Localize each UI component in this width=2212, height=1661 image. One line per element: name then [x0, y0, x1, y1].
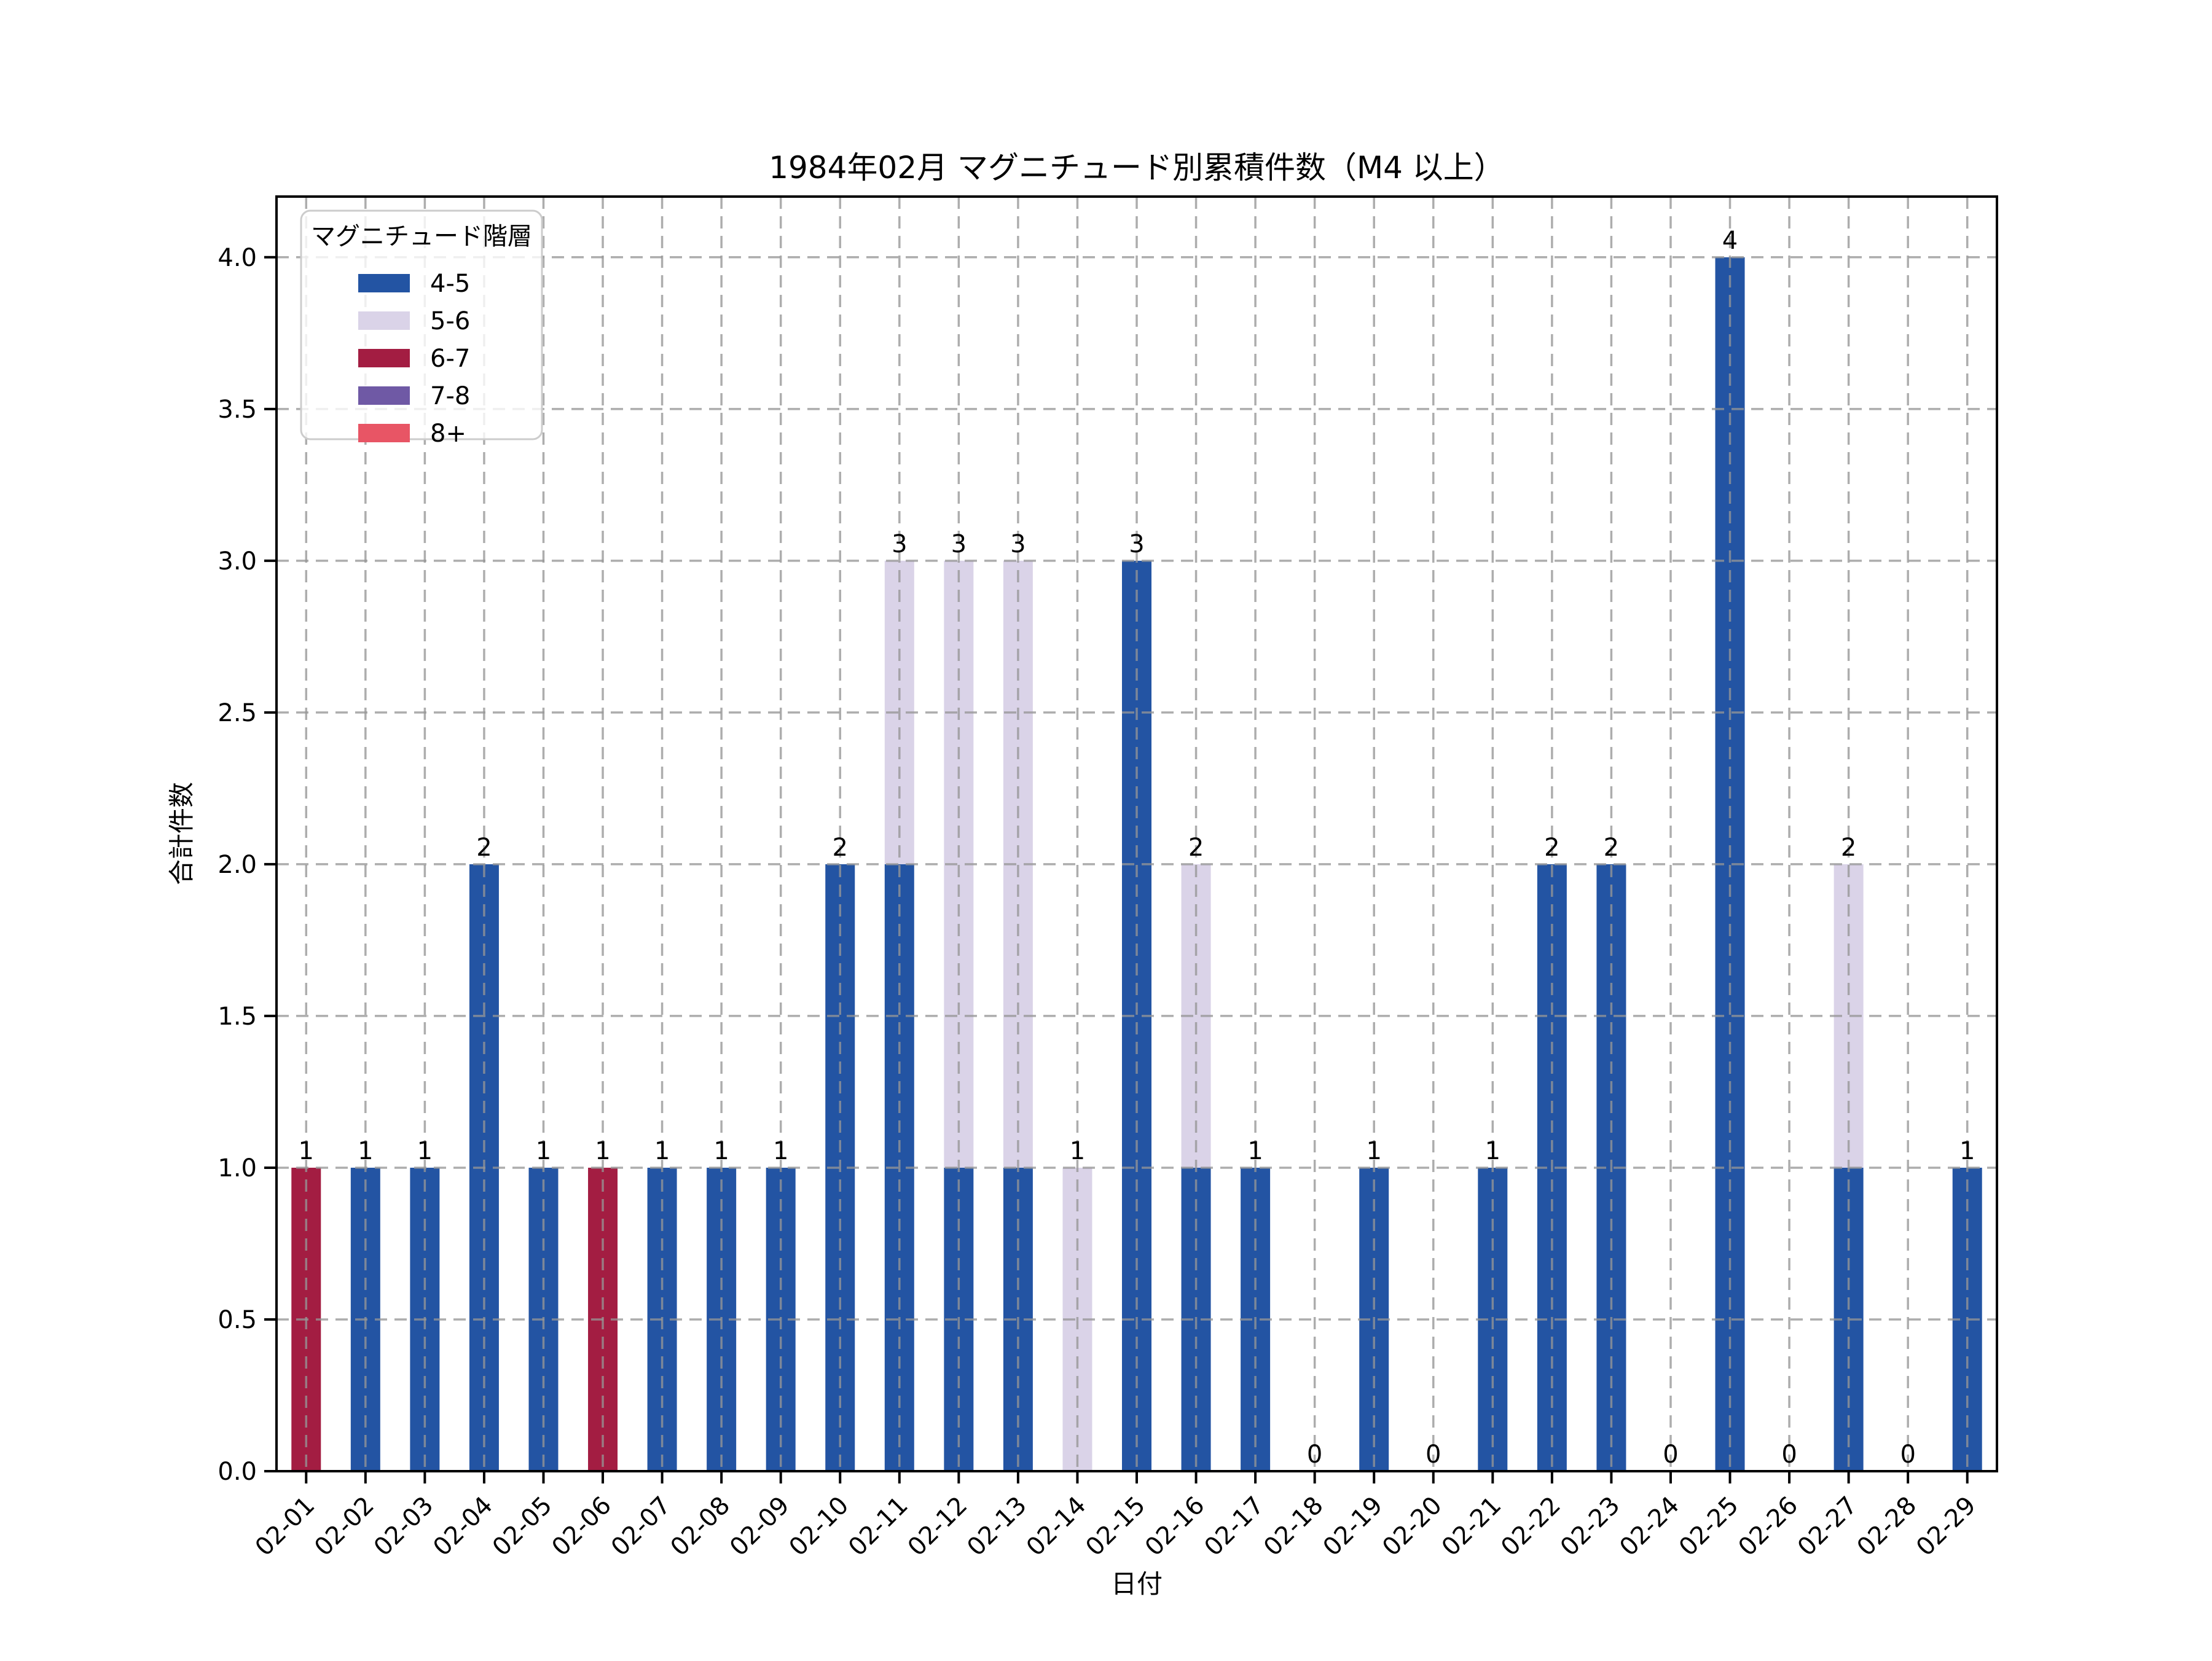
legend-title: マグニチュード階層: [311, 222, 532, 251]
x-tick-label-02-04: 02-04: [428, 1491, 498, 1562]
legend-frame: [300, 209, 543, 440]
bar-value-label-02-07: 1: [654, 1137, 670, 1165]
bar-value-label-02-23: 2: [1604, 834, 1619, 862]
y-tick-label-1.0: 1.0: [218, 1154, 257, 1182]
x-axis-label: 日付: [1111, 1569, 1163, 1599]
bar-value-label-02-24: 0: [1663, 1440, 1678, 1469]
x-tick-label-02-25: 02-25: [1674, 1491, 1744, 1562]
x-tick-label-02-19: 02-19: [1318, 1491, 1389, 1562]
x-tick-label-02-12: 02-12: [903, 1491, 973, 1562]
bar-value-label-02-05: 1: [536, 1137, 551, 1165]
x-tick-label-02-28: 02-28: [1852, 1491, 1923, 1562]
bar-value-label-02-29: 1: [1959, 1137, 1975, 1165]
bar-value-label-02-18: 0: [1307, 1440, 1322, 1469]
x-tick-label-02-09: 02-09: [724, 1491, 795, 1562]
bar-value-label-02-15: 3: [1129, 530, 1144, 558]
y-tick-label-0.0: 0.0: [218, 1458, 257, 1486]
chart-title: 1984年02月 マグニチュード別累積件数（M4 以上）: [769, 150, 1505, 186]
bar-value-label-02-17: 1: [1247, 1137, 1263, 1165]
y-tick-label-1.5: 1.5: [218, 1002, 257, 1031]
x-tick-label-02-08: 02-08: [665, 1491, 735, 1562]
x-tick-label-02-26: 02-26: [1733, 1491, 1803, 1562]
y-tick-label-2.5: 2.5: [218, 699, 257, 727]
bar-value-label-02-06: 1: [595, 1137, 610, 1165]
x-tick-label-02-01: 02-01: [250, 1491, 321, 1562]
bar-value-label-02-01: 1: [299, 1137, 314, 1165]
legend-swatch-7-8: [358, 386, 410, 405]
x-tick-label-02-18: 02-18: [1258, 1491, 1329, 1562]
bar-value-label-02-12: 3: [951, 530, 967, 558]
gridlines: [276, 197, 1997, 1471]
bar-value-label-02-19: 1: [1366, 1137, 1381, 1165]
x-tick-label-02-16: 02-16: [1140, 1491, 1210, 1562]
bar-value-label-02-20: 0: [1426, 1440, 1441, 1469]
y-tick-label-0.5: 0.5: [218, 1306, 257, 1334]
x-tick-label-02-27: 02-27: [1792, 1491, 1863, 1562]
bar-value-label-02-10: 2: [833, 834, 848, 862]
x-tick-label-02-17: 02-17: [1199, 1491, 1269, 1562]
x-tick-label-02-22: 02-22: [1496, 1491, 1566, 1562]
bar-value-label-02-16: 2: [1188, 834, 1204, 862]
bar-value-label-02-04: 2: [476, 834, 492, 862]
x-tick-label-02-20: 02-20: [1377, 1491, 1448, 1562]
bar-value-label-02-28: 0: [1900, 1440, 1915, 1469]
y-tick-label-3.0: 3.0: [218, 547, 257, 576]
x-tick-label-02-21: 02-21: [1437, 1491, 1507, 1562]
x-tick-label-02-07: 02-07: [606, 1491, 677, 1562]
bar-value-label-02-26: 0: [1781, 1440, 1797, 1469]
bar-value-label-02-27: 2: [1841, 834, 1856, 862]
x-tick-label-02-11: 02-11: [843, 1491, 914, 1562]
legend-swatch-5-6: [358, 311, 410, 330]
bar-value-label-02-02: 1: [358, 1137, 373, 1165]
bar-value-label-02-22: 2: [1544, 834, 1559, 862]
y-tick-label-3.5: 3.5: [218, 396, 257, 424]
bar-value-label-02-11: 3: [892, 530, 907, 558]
bar-value-labels: 1 1 1 2 1 1 1 1 1 2 3 3 3 1 3 2 1 0 1 0 1 2 2 0 4 0 2 0 1: [299, 227, 1975, 1469]
x-tick-label-02-29: 02-29: [1911, 1491, 1982, 1562]
x-tick-label-02-10: 02-10: [784, 1491, 855, 1562]
bar-value-label-02-09: 1: [773, 1137, 788, 1165]
y-axis-label: 合計件数: [167, 782, 197, 885]
x-tick-label-02-23: 02-23: [1555, 1491, 1626, 1562]
legend-label-5-6: 5-6: [430, 307, 470, 335]
bar-value-label-02-03: 1: [417, 1137, 433, 1165]
legend-swatch-4-5: [358, 274, 410, 292]
legend-swatch-8+: [358, 424, 410, 442]
y-tick-label-4.0: 4.0: [218, 244, 257, 272]
bar-value-label-02-21: 1: [1485, 1137, 1500, 1165]
x-tick-label-02-02: 02-02: [309, 1491, 380, 1562]
bar-value-label-02-25: 4: [1722, 227, 1738, 255]
x-tick-label-02-15: 02-15: [1080, 1491, 1151, 1562]
axis-ticks: [264, 256, 1969, 1483]
x-tick-labels: 02-0102-0202-0302-0402-0502-0602-0702-08…: [250, 1491, 1982, 1562]
x-tick-label-02-13: 02-13: [962, 1491, 1032, 1562]
x-tick-label-02-03: 02-03: [369, 1491, 439, 1562]
y-tick-label-2.0: 2.0: [218, 851, 257, 879]
legend-label-8+: 8+: [430, 420, 466, 448]
bar-value-label-02-08: 1: [713, 1137, 729, 1165]
x-tick-label-02-24: 02-24: [1614, 1491, 1685, 1562]
x-tick-label-02-14: 02-14: [1021, 1491, 1092, 1562]
x-tick-label-02-05: 02-05: [487, 1491, 558, 1562]
legend-swatch-6-7: [358, 349, 410, 367]
bar-value-label-02-14: 1: [1070, 1137, 1085, 1165]
legend-label-4-5: 4-5: [430, 270, 470, 298]
legend-label-6-7: 6-7: [430, 345, 470, 373]
bar-value-label-02-13: 3: [1010, 530, 1026, 558]
legend-label-7-8: 7-8: [430, 382, 470, 410]
x-tick-label-02-06: 02-06: [546, 1491, 617, 1562]
y-tick-labels: 0.0 0.5 1.0 1.5 2.0 2.5 3.0 3.5 4.0: [218, 244, 257, 1486]
legend: マグニチュード階層 4-5 5-6 6-7 7-8 8+: [300, 209, 543, 448]
